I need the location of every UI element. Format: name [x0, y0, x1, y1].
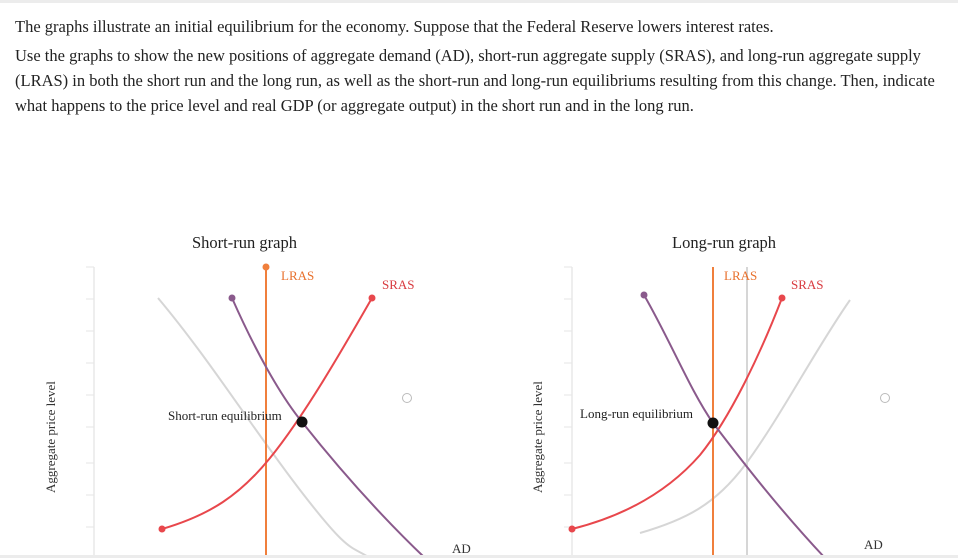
long-run-ad-handle[interactable] — [640, 291, 648, 299]
short-run-plot: LRAS SRAS AD Short-run equilibrium — [86, 263, 471, 558]
long-run-sras-label: SRAS — [791, 277, 824, 292]
top-divider — [0, 0, 958, 3]
long-run-ad-curve[interactable] — [643, 294, 826, 558]
short-run-lras-handle[interactable] — [262, 263, 270, 271]
instruction-paragraph-2: Use the graphs to show the new positions… — [15, 46, 935, 115]
long-run-plot: LRAS SRAS AD Long-run equilibrium — [564, 266, 890, 558]
long-run-lras-label: LRAS — [724, 268, 757, 283]
short-run-graph-title: Short-run graph — [192, 233, 297, 252]
short-run-lras-label: LRAS — [281, 268, 314, 283]
long-run-initial-sras-curve — [639, 299, 851, 534]
long-run-ad-label: AD — [864, 537, 883, 552]
instruction-paragraph-1: The graphs illustrate an initial equilib… — [15, 17, 774, 36]
long-run-sras-handle-left[interactable] — [568, 525, 576, 533]
short-run-sras-curve[interactable] — [161, 297, 373, 530]
long-run-equilibrium-point[interactable] — [707, 417, 719, 429]
short-run-initial-ad-curve — [157, 297, 371, 558]
bottom-divider — [0, 555, 958, 558]
long-run-sras-curve[interactable] — [571, 297, 783, 530]
long-run-sras-handle-right[interactable] — [778, 294, 786, 302]
short-run-sras-label: SRAS — [382, 277, 415, 292]
short-run-sras-handle-left[interactable] — [158, 525, 166, 533]
short-run-gridlines — [86, 266, 94, 528]
short-run-ad-curve[interactable] — [231, 297, 426, 558]
question-text: The graphs illustrate an initial equilib… — [15, 14, 945, 122]
short-run-ad-label: AD — [452, 541, 471, 556]
short-run-placement-marker[interactable] — [402, 393, 412, 403]
long-run-graph-panel: Long-run graph Aggregate price level — [480, 225, 958, 558]
short-run-ad-handle[interactable] — [228, 294, 236, 302]
short-run-equilibrium-label: Short-run equilibrium — [168, 408, 282, 423]
short-run-equilibrium-point[interactable] — [296, 416, 308, 428]
long-run-gridlines — [564, 266, 572, 528]
long-run-placement-marker[interactable] — [880, 393, 890, 403]
long-run-graph-title: Long-run graph — [672, 233, 777, 252]
short-run-sras-handle-right[interactable] — [368, 294, 376, 302]
long-run-equilibrium-label: Long-run equilibrium — [580, 406, 693, 421]
short-run-graph-panel: Short-run graph Aggregate price level — [0, 225, 480, 558]
